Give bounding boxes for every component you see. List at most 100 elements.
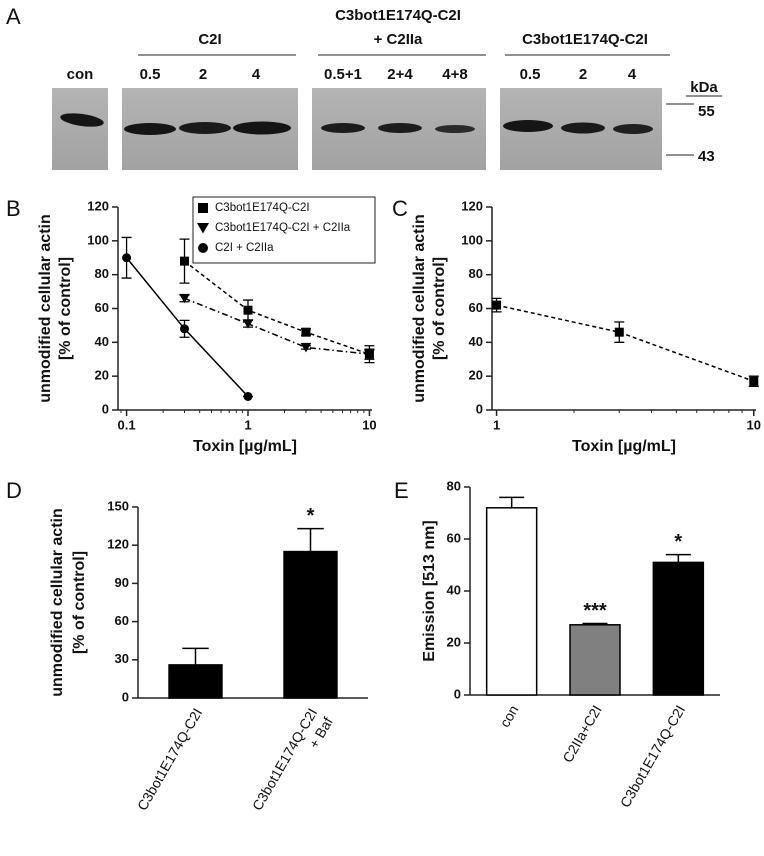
- y-axis-label: [% of control]: [71, 551, 88, 654]
- bar: [569, 624, 621, 696]
- blot-image: [52, 88, 108, 170]
- point: [243, 391, 253, 401]
- lane-label: 0.5: [140, 66, 161, 83]
- y-tick-label: 120: [107, 537, 129, 552]
- point: [243, 305, 253, 315]
- lane-label: 2: [199, 66, 207, 83]
- y-tick-label: 0: [122, 689, 129, 704]
- significance: *: [307, 505, 315, 527]
- y-tick-label: 20: [447, 634, 461, 649]
- lane-label: 0.5: [520, 66, 541, 83]
- panel-label: A: [6, 4, 21, 29]
- y-axis-label: unmodified cellular actin: [411, 214, 428, 402]
- y-tick-label: 40: [469, 334, 483, 349]
- x-axis-label: Toxin [µg/mL]: [193, 438, 297, 455]
- group-title: C3bot1E174Q-C2I: [335, 7, 461, 24]
- lane-label: 4: [628, 66, 637, 83]
- lane-label: 0.5+1: [324, 66, 362, 83]
- blot-band: [503, 120, 553, 132]
- y-axis-label: unmodified cellular actin: [49, 508, 66, 696]
- y-tick-label: 40: [447, 582, 461, 597]
- y-axis-label: [% of control]: [431, 257, 448, 360]
- legend-label: C3bot1E174Q-C2I: [215, 202, 310, 214]
- point: [198, 203, 208, 213]
- point: [180, 256, 190, 266]
- y-tick-label: 120: [87, 198, 109, 213]
- significance: *: [674, 531, 682, 553]
- group-title: C3bot1E174Q-C2I: [522, 31, 648, 48]
- y-tick-label: 30: [115, 651, 129, 666]
- y-tick-label: 60: [95, 300, 109, 315]
- blot-band: [321, 123, 365, 133]
- unit-label: kDa: [690, 79, 718, 96]
- bar: [652, 561, 705, 696]
- blot-band: [124, 123, 176, 135]
- size-marker: 55: [698, 103, 715, 120]
- x-tick-label: 1: [493, 417, 500, 432]
- legend-label: C2I + C2IIa: [215, 242, 274, 254]
- x-axis-label: Toxin [µg/mL]: [572, 438, 676, 455]
- y-tick-label: 150: [107, 498, 129, 513]
- blot-band: [179, 122, 231, 134]
- blot-band: [613, 124, 653, 134]
- y-tick-label: 100: [87, 232, 109, 247]
- series-line: [184, 260, 370, 355]
- y-axis-label: [% of control]: [57, 257, 74, 360]
- x-tick-label: 10: [747, 417, 761, 432]
- group-title: C2I: [198, 31, 221, 48]
- error-bar: [665, 553, 691, 563]
- point: [197, 223, 209, 234]
- blot-band: [561, 122, 605, 134]
- error-bar: [499, 496, 525, 508]
- x-tick-label: con: [496, 702, 521, 730]
- lane-label: 4: [252, 66, 261, 83]
- lane-label: con: [67, 66, 94, 83]
- lane-label: 2+4: [387, 66, 413, 83]
- y-tick-label: 60: [447, 530, 461, 545]
- error-bar: [182, 647, 209, 665]
- y-tick-label: 120: [461, 198, 483, 213]
- legend: [192, 196, 376, 264]
- blot-panel: A con C2I 0.5 2 4 C3bot1E174Q-C2I + C2II…: [6, 4, 722, 170]
- bar: [485, 507, 538, 696]
- y-tick-label: 0: [454, 686, 461, 701]
- blot-band: [60, 113, 104, 127]
- series-line: [184, 297, 370, 355]
- bar: [168, 664, 223, 699]
- panel-label: E: [394, 478, 409, 503]
- point: [301, 327, 311, 337]
- y-tick-label: 0: [476, 401, 483, 416]
- lane-label: 2: [579, 66, 587, 83]
- x-tick-label: 1: [244, 417, 251, 432]
- point: [364, 349, 375, 360]
- legend-label: C3bot1E174Q-C2I + C2IIa: [215, 222, 351, 234]
- lane-label: 4+8: [442, 66, 467, 83]
- group-title: + C2IIa: [374, 31, 423, 48]
- y-tick-label: 60: [115, 613, 129, 628]
- x-tick-label: C3bot1E174Q-C2I: [134, 705, 205, 813]
- point: [242, 319, 254, 329]
- point: [179, 293, 190, 304]
- point: [180, 324, 190, 334]
- x-tick-label: C3bot1E174Q-C2I: [249, 705, 320, 813]
- y-tick-label: 80: [447, 478, 461, 493]
- significance: ***: [583, 600, 607, 622]
- y-tick-label: 80: [95, 266, 109, 281]
- y-tick-label: 20: [469, 368, 483, 383]
- size-marker: 43: [698, 148, 715, 165]
- panel-label: B: [6, 196, 21, 221]
- y-tick-label: 40: [95, 334, 109, 349]
- blot-band: [378, 123, 422, 133]
- blot-band: [435, 125, 475, 133]
- x-tick-label: C2IIa+C2I: [559, 702, 605, 765]
- y-tick-label: 80: [469, 266, 483, 281]
- error-bar: [582, 622, 608, 625]
- x-tick-label: 10: [362, 417, 376, 432]
- panel-label: C: [392, 196, 408, 221]
- y-tick-label: 20: [95, 368, 109, 383]
- y-axis-label: unmodified cellular actin: [37, 214, 54, 402]
- blot-band: [233, 121, 291, 135]
- point: [614, 327, 624, 337]
- error-bar: [297, 527, 324, 552]
